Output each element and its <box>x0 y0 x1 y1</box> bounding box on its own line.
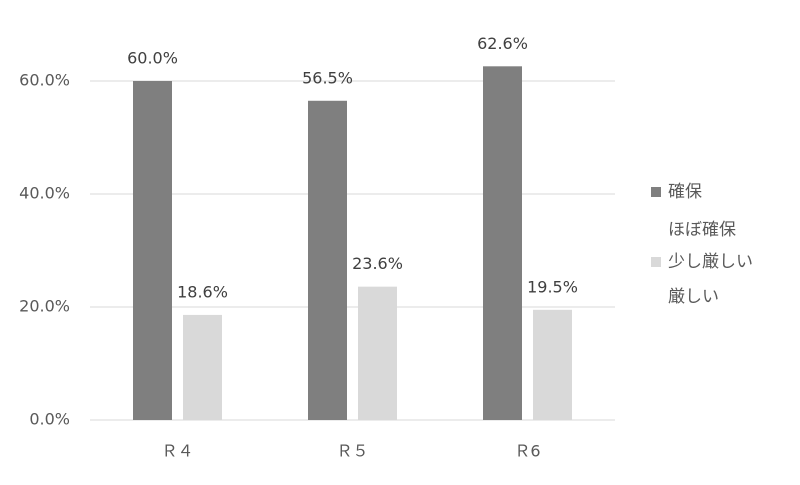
legend-label: 厳しい <box>668 287 719 307</box>
legend-label: 少し厳しい <box>668 252 753 272</box>
bar <box>358 286 397 420</box>
y-tick-label: 40.0% <box>19 184 70 203</box>
legend-label: ほぼ確保 <box>668 220 736 240</box>
data-label: 23.6% <box>352 254 403 273</box>
legend-marker <box>651 225 661 235</box>
bar <box>483 66 522 420</box>
bar <box>183 314 222 420</box>
data-label: 56.5% <box>302 68 353 87</box>
x-tick-label: Ｒ５ <box>336 442 368 461</box>
legend-marker <box>651 187 661 197</box>
y-tick-label: 0.0% <box>29 410 70 429</box>
data-label: 62.6% <box>477 34 528 53</box>
legend-label: 確保 <box>668 182 702 202</box>
legend-marker <box>651 292 661 302</box>
data-label: 18.6% <box>177 282 228 301</box>
bar <box>308 100 347 421</box>
data-label: 19.5% <box>527 277 578 296</box>
legend-marker <box>651 257 661 267</box>
y-tick-label: 60.0% <box>19 71 70 90</box>
x-tick-label: Ｒ6 <box>514 442 540 461</box>
bar <box>533 309 572 420</box>
y-tick-label: 20.0% <box>19 297 70 316</box>
x-tick-label: Ｒ４ <box>161 442 193 461</box>
data-label: 60.0% <box>127 49 178 68</box>
bar <box>133 81 172 420</box>
